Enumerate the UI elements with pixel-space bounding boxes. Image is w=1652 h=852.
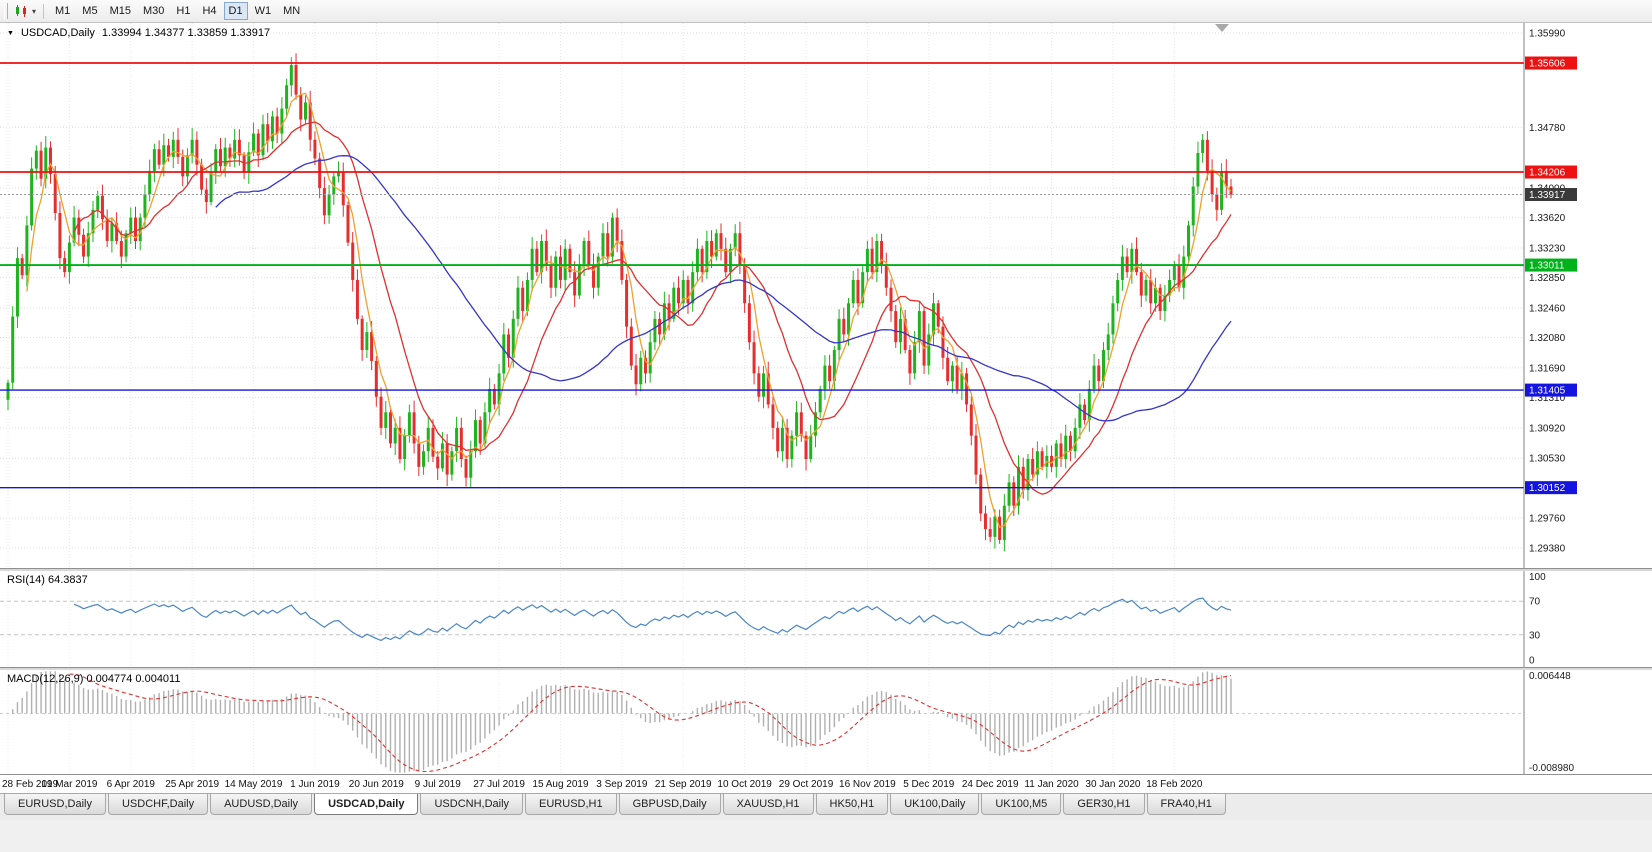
chart-ohlc-values: 1.33994 1.34377 1.33859 1.33917 [101,27,271,39]
x-axis-label: 28 Feb 2019 [2,779,59,790]
svg-text:1.30920: 1.30920 [1529,423,1566,434]
x-axis-label: 18 Feb 2020 [1146,779,1203,790]
price-tag [1525,258,1577,272]
candles-icon [16,5,26,17]
macd-chart-canvas[interactable]: 0.006448 -0.008980 [0,670,1652,774]
svg-text:1.30152: 1.30152 [1529,483,1566,494]
chart-tab-uk100-daily[interactable]: UK100,Daily [890,794,980,815]
svg-text:1.31690: 1.31690 [1529,363,1566,374]
rsi-indicator-panel: 100 70 30 0 RSI(14) 64.3837 [0,571,1652,667]
svg-text:1.31310: 1.31310 [1529,393,1566,404]
x-axis-label: 14 May 2019 [224,779,283,790]
chart-tab-usdchf-daily[interactable]: USDCHF,Daily [107,794,209,815]
svg-text:1.33620: 1.33620 [1529,213,1566,224]
svg-text:0.006448: 0.006448 [1529,671,1571,682]
time-axis[interactable]: 28 Feb 2019 19 Mar 2019 6 Apr 2019 25 Apr 2… [0,774,1652,794]
svg-text:1.29760: 1.29760 [1529,514,1566,525]
chart-tab-xauusd-h1[interactable]: XAUUSD,H1 [722,794,814,815]
timeframe-button-h4[interactable]: H4 [202,5,217,17]
svg-text:1.33011: 1.33011 [1529,261,1565,272]
chart-tab-fra40-h1[interactable]: FRA40,H1 [1146,794,1226,815]
chart-tab-audusd-daily[interactable]: AUDUSD,Daily [210,794,313,815]
toolbar-separator [43,3,45,19]
collapse-indicator-icon[interactable]: ▼ [7,29,14,37]
x-axis-label: 27 Jul 2019 [473,779,525,790]
x-axis-label: 24 Dec 2019 [961,779,1019,790]
x-axis-label: 30 Jan 2020 [1085,779,1141,790]
toolbar-dropdown-caret-icon[interactable]: ▾ [32,6,37,16]
x-axis-label: 16 Nov 2019 [839,779,896,790]
macd-indicator-panel: 0.006448 -0.008980 MACD(12,26,9) 0.004774… [0,670,1652,774]
svg-text:30: 30 [1529,630,1541,641]
timeframe-button-m15[interactable]: M15 [109,5,131,17]
chart-tab-eurusd-daily[interactable]: EURUSD,Daily [4,794,106,815]
svg-text:1.32080: 1.32080 [1529,333,1566,344]
svg-text:0: 0 [1529,656,1535,667]
x-axis-label: 3 Sep 2019 [596,779,648,790]
panel-splitter[interactable] [0,568,1652,571]
svg-text:1.34780: 1.34780 [1529,123,1566,134]
x-axis-label: 25 Apr 2019 [165,779,220,790]
x-axis-label: 9 Jul 2019 [414,779,461,790]
timeframe-button-m30[interactable]: M30 [142,5,165,17]
chart-tab-uk100-m5[interactable]: UK100,M5 [981,794,1062,815]
timeframe-button-m1[interactable]: M1 [55,5,71,17]
chart-tab-hk50-h1[interactable]: HK50,H1 [815,794,889,815]
svg-text:1.33230: 1.33230 [1529,244,1566,255]
svg-text:1.33917: 1.33917 [1529,190,1566,201]
price-tag [1525,56,1577,70]
svg-text:70: 70 [1529,597,1541,608]
svg-text:1.35990: 1.35990 [1529,29,1566,40]
chart-symbol-period: USDCAD,Daily [20,27,95,39]
chart-tab-usdcnh-daily[interactable]: USDCNH,Daily [420,794,524,815]
x-axis-label: 6 Apr 2019 [106,779,155,790]
chart-tab-eurusd-h1[interactable]: EURUSD,H1 [525,794,617,815]
x-axis-label: 1 Jun 2019 [290,779,340,790]
timeframe-buttons: M1 M5 M15 M30 H1 H4 D1 W1 MN [49,2,306,20]
svg-text:1.29380: 1.29380 [1529,543,1566,554]
timeframe-button-h1[interactable]: H1 [176,5,191,17]
svg-text:100: 100 [1529,572,1546,583]
x-axis-label: 10 Oct 2019 [717,779,772,790]
timeframe-button-d1[interactable]: D1 [223,2,248,20]
price-tag [1525,188,1577,202]
x-axis-label: 29 Oct 2019 [778,779,834,790]
rsi-chart-canvas[interactable]: 100 70 30 0 [0,571,1652,667]
chart-header: ▼ USDCAD,Daily 1.33994 1.34377 1.33859 1… [7,27,270,39]
svg-text:1.31405: 1.31405 [1529,386,1566,397]
svg-text:1.32850: 1.32850 [1529,273,1566,284]
timeframe-button-w1[interactable]: W1 [254,5,272,17]
x-axis-label: 15 Aug 2019 [532,779,589,790]
timeframe-button-m5[interactable]: M5 [82,5,98,17]
chart-tool-icon[interactable] [12,2,32,20]
x-axis-label: 19 Mar 2019 [41,779,98,790]
chart-shift-marker [1215,24,1229,32]
rsi-header-label: RSI(14) 64.3837 [7,574,88,586]
timeframe-toolbar: ▾ M1 M5 M15 M30 H1 H4 D1 W1 MN [0,0,1652,23]
price-tag [1525,383,1577,397]
svg-text:-0.008980: -0.008980 [1529,763,1574,774]
chart-tab-usdcad-daily[interactable]: USDCAD,Daily [314,794,419,815]
chart-tab-ger30-h1[interactable]: GER30,H1 [1063,794,1145,815]
toolbar-drag-handle[interactable] [4,3,8,19]
svg-text:1.32460: 1.32460 [1529,303,1566,314]
chart-tab-gbpusd-daily[interactable]: GBPUSD,Daily [618,794,721,815]
chart-tabs-bar: EURUSD,Daily USDCHF,Daily AUDUSD,Daily USDC… [0,794,1652,820]
svg-text:1.35606: 1.35606 [1529,59,1566,70]
window-bottom-area [0,820,1652,852]
macd-header-label: MACD(12,26,9) 0.004774 0.004011 [7,673,181,685]
price-tag [1525,481,1577,495]
x-axis-label: 21 Sep 2019 [654,779,712,790]
x-axis-label: 5 Dec 2019 [903,779,955,790]
svg-text:1.34206: 1.34206 [1529,168,1566,179]
panel-splitter[interactable] [0,667,1652,670]
price-tag [1525,165,1577,179]
price-chart-canvas[interactable]: 1.359901.347801.340001.336201.332301.328… [0,23,1652,568]
svg-text:1.30530: 1.30530 [1529,454,1566,465]
main-chart-panel: 1.359901.347801.340001.336201.332301.328… [0,23,1652,568]
x-axis-label: 20 Jun 2019 [348,779,404,790]
x-axis-label: 11 Jan 2020 [1024,779,1079,790]
timeframe-button-mn[interactable]: MN [283,5,301,17]
